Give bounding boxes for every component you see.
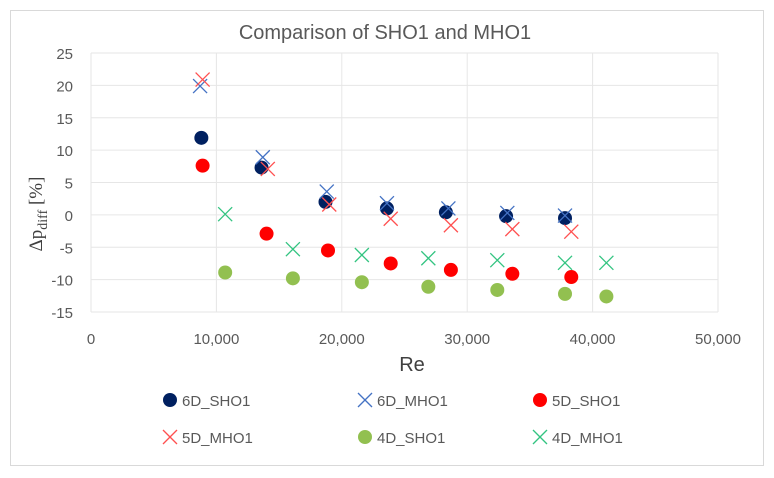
- legend-label: 5D_SHO1: [552, 393, 620, 410]
- data-point-5d-sho1: [195, 158, 210, 173]
- data-point-4d-mho1: [420, 250, 436, 266]
- y-axis-label-subscript: diff: [36, 209, 51, 229]
- legend-label: 5D_MHO1: [182, 430, 253, 447]
- data-points: [192, 72, 614, 304]
- x-tick-label: 30,000: [444, 331, 490, 348]
- data-point-4d-sho1: [421, 279, 436, 294]
- legend: 6D_SHO1 6D_MHO1 5D_SHO1 5D_MHO1 4D_SHO1 4D_MH…: [162, 392, 623, 447]
- y-axis-label-unit: [%]: [26, 177, 47, 210]
- data-point-5d-sho1: [443, 262, 458, 277]
- legend-item-4d-mho1: 4D_MHO1: [532, 429, 623, 447]
- x-axis-label: Re: [399, 354, 425, 376]
- data-point-4d-mho1: [557, 255, 573, 271]
- data-point-6d-mho1: [557, 208, 573, 223]
- data-point-6d-sho1: [379, 201, 394, 216]
- grid: [90, 52, 719, 313]
- data-point-5d-mho1: [195, 72, 211, 88]
- legend-item-6d-sho1: 6D_SHO1: [163, 393, 250, 410]
- legend-marker-4d-mho1: [532, 429, 548, 445]
- legend-label: 4D_SHO1: [377, 430, 445, 447]
- legend-marker-5d-mho1: [162, 429, 178, 445]
- y-tick-label: 25: [56, 46, 73, 63]
- data-point-5d-sho1: [383, 256, 398, 271]
- data-point-5d-mho1: [260, 161, 276, 177]
- data-point-4d-sho1: [599, 289, 614, 304]
- data-point-5d-mho1: [563, 224, 579, 240]
- data-point-6d-mho1: [499, 205, 515, 221]
- data-point-6d-sho1: [194, 130, 209, 145]
- legend-label: 6D_MHO1: [377, 393, 448, 410]
- series-6d-mho1: [192, 78, 573, 223]
- data-point-4d-sho1: [354, 275, 369, 290]
- series-5d-sho1: [195, 158, 579, 285]
- y-tick-label: -10: [51, 273, 73, 290]
- legend-item-4d-sho1: 4D_SHO1: [358, 430, 445, 447]
- data-point-4d-sho1: [285, 271, 300, 286]
- series-4d-mho1: [217, 206, 614, 271]
- data-point-5d-sho1: [564, 270, 579, 285]
- x-tick-label: 20,000: [319, 331, 365, 348]
- y-tick-label: 5: [65, 176, 73, 193]
- x-tick-label: 10,000: [193, 331, 239, 348]
- data-point-4d-sho1: [558, 286, 573, 301]
- legend-marker-6d-sho1: [163, 393, 177, 407]
- y-axis-label-main: Δp: [26, 230, 47, 252]
- data-point-5d-mho1: [443, 217, 459, 233]
- data-point-5d-sho1: [321, 243, 336, 258]
- y-tick-label: -5: [60, 240, 73, 257]
- x-tick-label: 50,000: [695, 331, 741, 348]
- y-axis-label: Δpdiff [%]: [26, 177, 51, 252]
- data-point-6d-mho1: [379, 195, 395, 211]
- data-point-5d-sho1: [505, 266, 520, 281]
- data-point-4d-mho1: [354, 247, 370, 263]
- legend-label: 4D_MHO1: [552, 430, 623, 447]
- data-point-4d-mho1: [489, 252, 505, 268]
- y-tick-label: 10: [56, 143, 73, 160]
- data-point-4d-mho1: [217, 206, 233, 222]
- legend-marker-4d-sho1: [358, 430, 372, 444]
- data-point-6d-mho1: [255, 149, 271, 165]
- legend-item-5d-sho1: 5D_SHO1: [533, 393, 620, 410]
- data-point-5d-mho1: [321, 197, 337, 212]
- data-point-6d-sho1: [558, 211, 573, 226]
- x-tick-label: 0: [87, 331, 95, 348]
- axes: -15 -10 -5 0 5 10 15 20 25 0 10,000 20,000 30,000 40,…: [51, 46, 741, 348]
- data-point-4d-mho1: [285, 241, 301, 257]
- data-point-5d-mho1: [383, 211, 399, 227]
- legend-label: 6D_SHO1: [182, 393, 250, 410]
- legend-item-6d-mho1: 6D_MHO1: [357, 392, 448, 410]
- y-tick-label: 20: [56, 78, 73, 95]
- series-6d-sho1: [194, 130, 573, 226]
- data-point-4d-mho1: [598, 255, 614, 271]
- series-4d-sho1: [218, 265, 614, 304]
- data-point-6d-mho1: [440, 200, 456, 216]
- data-point-6d-sho1: [499, 209, 514, 224]
- y-tick-label: 15: [56, 111, 73, 128]
- chart-frame: [10, 10, 764, 466]
- legend-marker-6d-mho1: [357, 392, 373, 408]
- data-point-6d-mho1: [319, 184, 335, 200]
- data-point-4d-sho1: [490, 282, 505, 297]
- data-point-5d-mho1: [504, 221, 520, 237]
- data-point-6d-sho1: [438, 205, 453, 220]
- x-tick-label: 40,000: [570, 331, 616, 348]
- legend-marker-5d-sho1: [533, 393, 547, 407]
- data-point-5d-sho1: [259, 226, 274, 241]
- series-5d-mho1: [195, 72, 579, 240]
- y-axis-label-group: Δpdiff [%]: [26, 177, 51, 252]
- data-point-4d-sho1: [218, 265, 233, 280]
- y-tick-label: 0: [65, 208, 73, 225]
- chart-title: Comparison of SHO1 and MHO1: [239, 22, 531, 44]
- y-tick-label: -15: [51, 305, 73, 322]
- legend-item-5d-mho1: 5D_MHO1: [162, 429, 253, 447]
